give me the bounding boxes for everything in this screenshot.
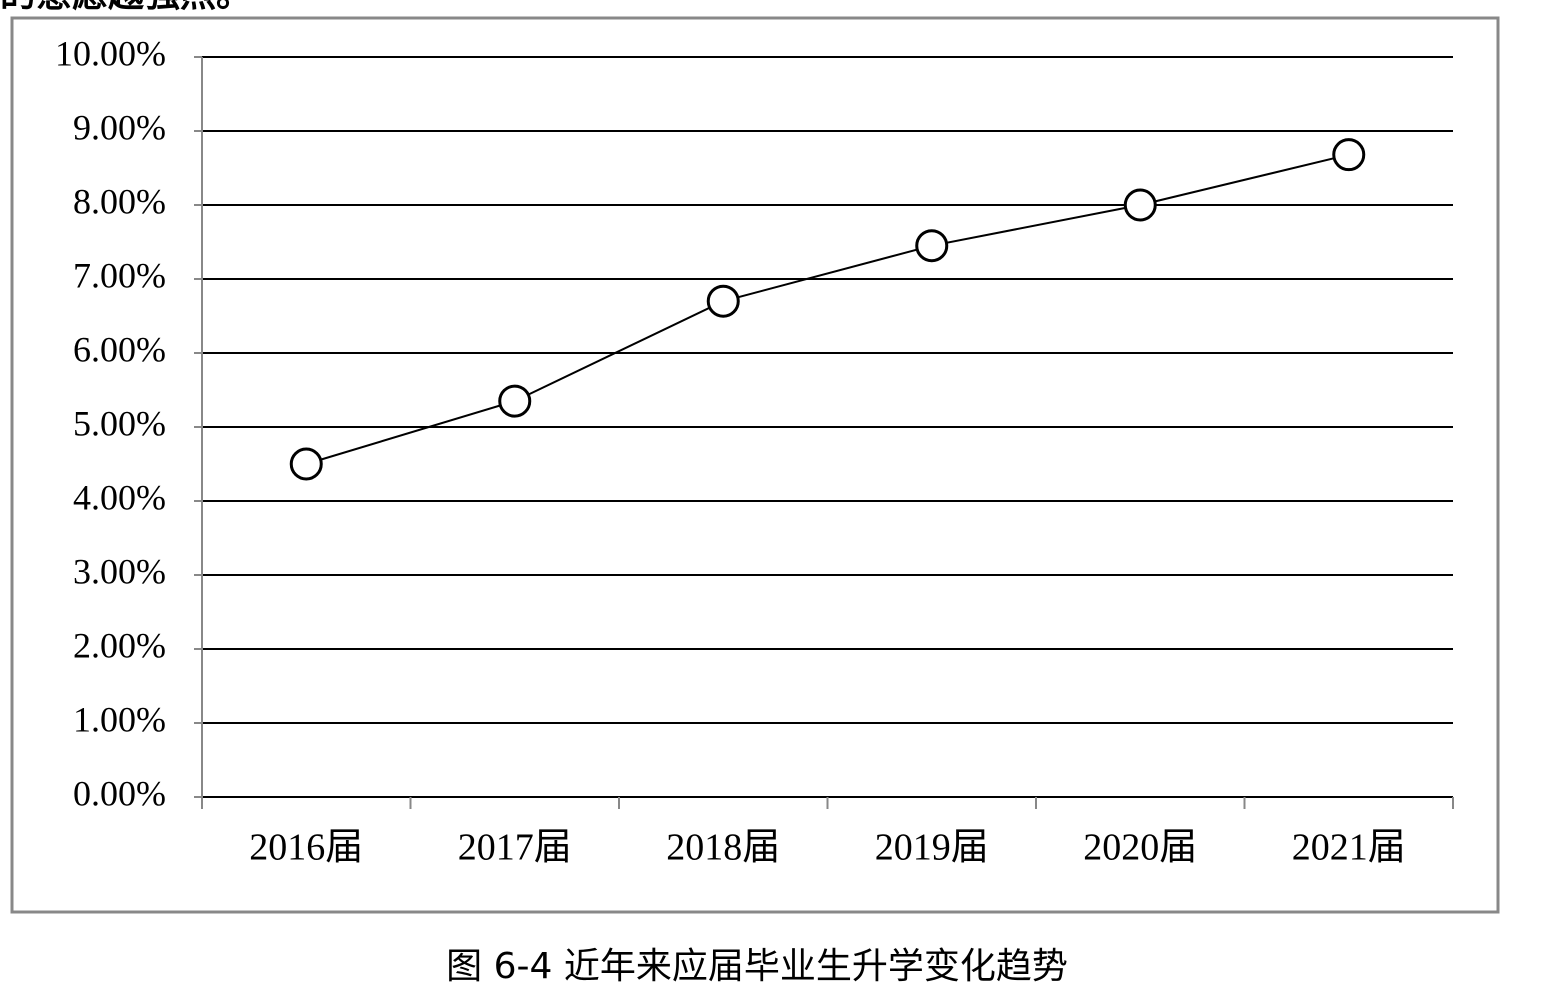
x-tick-label: 2019届 bbox=[875, 827, 989, 869]
line bbox=[305, 153, 1349, 465]
marker bbox=[1332, 138, 1366, 172]
y-tick-label: 3.00% bbox=[73, 551, 166, 591]
y-tick-label: 9.00% bbox=[73, 107, 166, 147]
x-tick-label: 2016届 bbox=[249, 827, 363, 869]
y-tick-label: 10.00% bbox=[55, 33, 166, 73]
x-tick-label: 2021届 bbox=[1292, 827, 1406, 869]
text-fragment: 的意愿越强烈。 bbox=[0, 0, 252, 15]
x-tick-label: 2020届 bbox=[1083, 827, 1197, 869]
marker bbox=[706, 284, 740, 318]
y-tick-label: 5.00% bbox=[73, 403, 166, 443]
x-tick-label: 2017届 bbox=[458, 827, 572, 869]
y-tick-label: 7.00% bbox=[73, 255, 166, 295]
y-tick-label: 0.00% bbox=[73, 773, 166, 813]
y-tick-label: 2.00% bbox=[73, 625, 166, 665]
chart-frame bbox=[10, 16, 1500, 914]
y-tick-label: 4.00% bbox=[73, 477, 166, 517]
y-tick-label: 8.00% bbox=[73, 181, 166, 221]
marker bbox=[915, 229, 949, 263]
x-tick-label: 2018届 bbox=[666, 827, 780, 869]
caption: 图 6-4 近年来应届毕业生升学变化趋势 bbox=[446, 946, 1068, 987]
marker bbox=[289, 447, 323, 481]
marker bbox=[1123, 188, 1157, 222]
marker bbox=[498, 384, 532, 418]
y-tick-label: 1.00% bbox=[73, 699, 166, 739]
y-tick-label: 6.00% bbox=[73, 329, 166, 369]
